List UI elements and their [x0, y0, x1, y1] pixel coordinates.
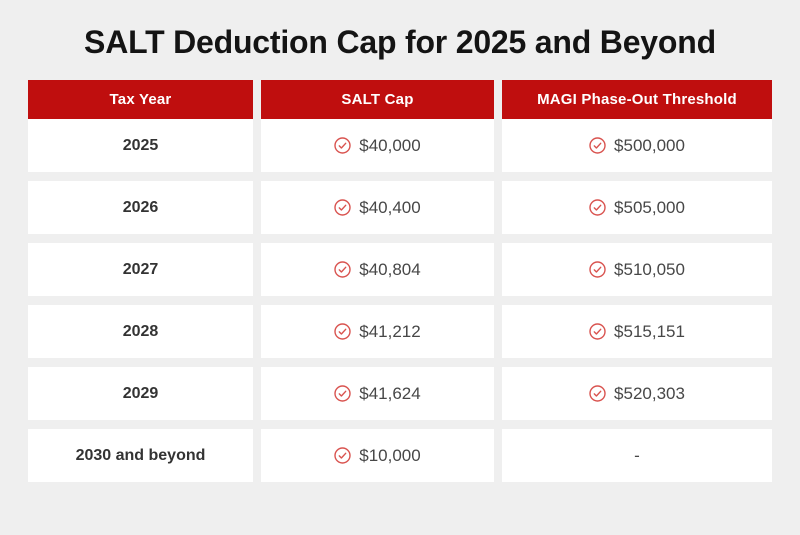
magi-threshold-cell: $505,000 [502, 181, 772, 234]
salt-cap-value: $40,400 [359, 197, 421, 217]
salt-cap-value: $41,624 [359, 383, 421, 403]
magi-threshold-cell: - [502, 429, 772, 482]
table-row: 2025 $40,000 $500,000 [28, 119, 772, 172]
tax-year-cell: 2026 [28, 181, 253, 234]
magi-threshold-value: $510,050 [614, 259, 685, 279]
salt-cap-cell: $40,000 [261, 119, 494, 172]
check-circle-icon [334, 137, 351, 154]
check-circle-icon [334, 447, 351, 464]
tax-year-label: 2027 [122, 260, 159, 278]
table-row: 2028 $41,212 $515,151 [28, 305, 772, 358]
tax-year-label: 2029 [122, 384, 159, 402]
magi-threshold-cell: $520,303 [502, 367, 772, 420]
magi-threshold-cell: $500,000 [502, 119, 772, 172]
magi-threshold-value: $505,000 [614, 197, 685, 217]
check-circle-icon [589, 385, 606, 402]
tax-year-cell: 2027 [28, 243, 253, 296]
check-circle-icon [334, 261, 351, 278]
magi-threshold-value: - [634, 445, 640, 465]
tax-year-label: 2028 [122, 322, 159, 340]
tax-year-cell: 2029 [28, 367, 253, 420]
salt-cap-cell: $41,624 [261, 367, 494, 420]
check-circle-icon [589, 137, 606, 154]
check-circle-icon [334, 323, 351, 340]
magi-threshold-cell: $510,050 [502, 243, 772, 296]
tax-year-label: 2030 and beyond [75, 446, 206, 464]
salt-cap-cell: $40,400 [261, 181, 494, 234]
table-row: 2029 $41,624 $520,303 [28, 367, 772, 420]
salt-cap-value: $41,212 [359, 321, 421, 341]
tax-year-cell: 2030 and beyond [28, 429, 253, 482]
tax-year-cell: 2025 [28, 119, 253, 172]
check-circle-icon [334, 199, 351, 216]
table-row: 2030 and beyond $10,000 - [28, 429, 772, 482]
column-header-salt-cap: SALT Cap [261, 80, 494, 119]
magi-threshold-value: $520,303 [614, 383, 685, 403]
salt-cap-value: $40,000 [359, 135, 421, 155]
check-circle-icon [334, 385, 351, 402]
tax-year-label: 2025 [122, 136, 159, 154]
salt-cap-value: $10,000 [359, 445, 421, 465]
page-title: SALT Deduction Cap for 2025 and Beyond [84, 24, 716, 60]
tax-year-label: 2026 [122, 198, 159, 216]
salt-cap-cell: $40,804 [261, 243, 494, 296]
table-header-row: Tax Year SALT Cap MAGI Phase-Out Thresho… [28, 80, 772, 119]
table-row: 2027 $40,804 $510,050 [28, 243, 772, 296]
table-row: 2026 $40,400 $505,000 [28, 181, 772, 234]
column-header-tax-year: Tax Year [28, 80, 253, 119]
magi-threshold-cell: $515,151 [502, 305, 772, 358]
tax-year-cell: 2028 [28, 305, 253, 358]
salt-cap-infographic: SALT Deduction Cap for 2025 and Beyond T… [0, 24, 800, 482]
column-header-magi-threshold: MAGI Phase-Out Threshold [502, 80, 772, 119]
check-circle-icon [589, 323, 606, 340]
salt-cap-table: Tax Year SALT Cap MAGI Phase-Out Thresho… [28, 80, 772, 482]
check-circle-icon [589, 199, 606, 216]
magi-threshold-value: $500,000 [614, 135, 685, 155]
salt-cap-cell: $10,000 [261, 429, 494, 482]
check-circle-icon [589, 261, 606, 278]
salt-cap-cell: $41,212 [261, 305, 494, 358]
salt-cap-value: $40,804 [359, 259, 421, 279]
table-body: 2025 $40,000 $500,000 2026 $40,400 $505,000 20… [28, 119, 772, 482]
magi-threshold-value: $515,151 [614, 321, 685, 341]
